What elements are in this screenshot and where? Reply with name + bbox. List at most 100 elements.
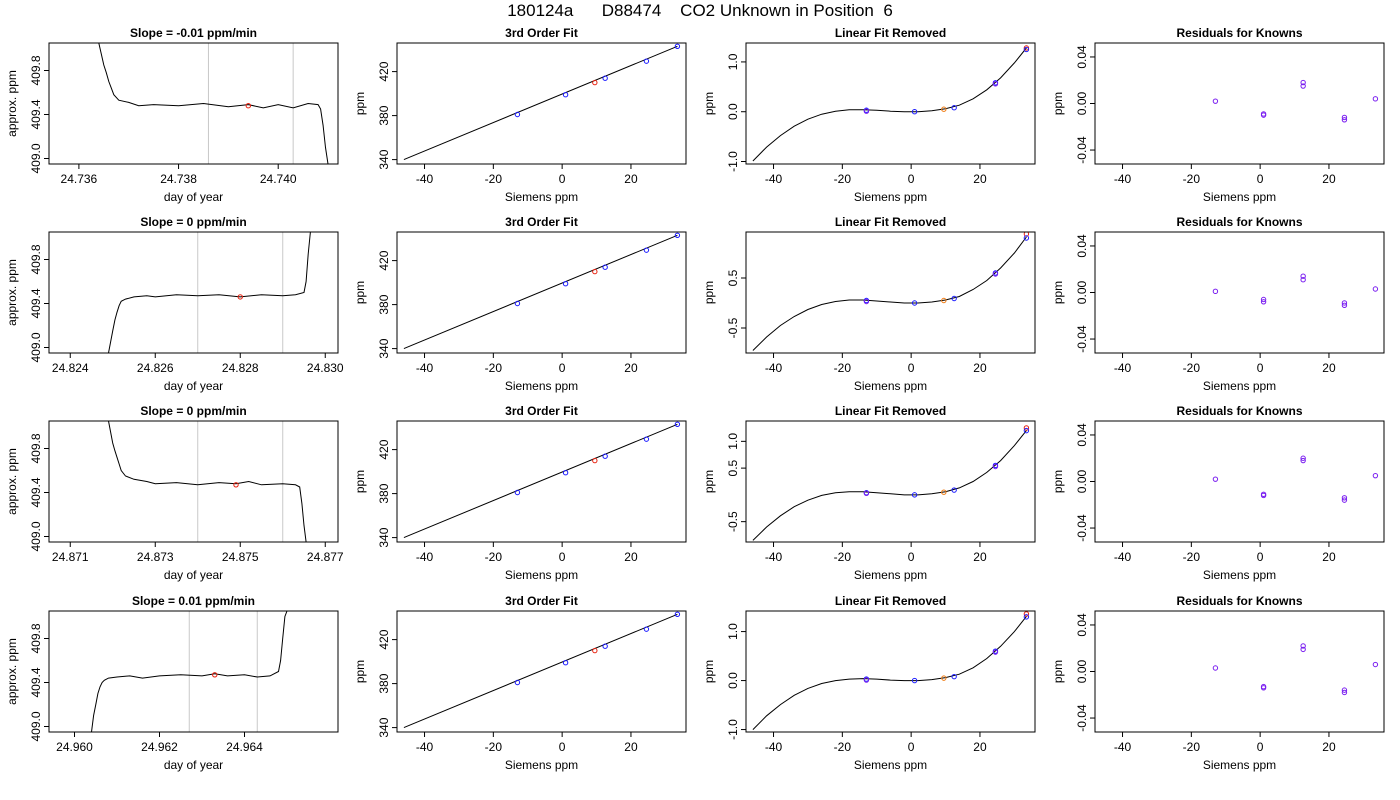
x-tick-label: 24.830 [307, 361, 344, 375]
plot-frame [396, 42, 687, 165]
x-axis-label: day of year [164, 190, 223, 204]
panel-title: 3rd Order Fit [505, 26, 578, 40]
x-axis-label: Siemens ppm [505, 379, 578, 393]
data-point [592, 647, 598, 654]
x-tick-label: 0 [559, 550, 566, 564]
y-tick-label: -0.04 [1075, 325, 1089, 353]
data-point [1341, 300, 1348, 306]
plot-frame [745, 42, 1036, 165]
y-tick-label: 409.8 [29, 244, 43, 274]
data-point [951, 487, 957, 493]
data-point [911, 677, 918, 684]
trace-line [91, 611, 288, 732]
data-point [592, 268, 598, 275]
plot-frame [745, 420, 1036, 543]
chart-panel-r3-c2: 3rd Order Fit -40 -20 0 20 340 380 420 Siemens p… [353, 404, 687, 582]
x-tick-label: -40 [765, 740, 783, 754]
data-point [941, 297, 947, 304]
data-point [1372, 472, 1379, 479]
panel-title: Linear Fit Removed [835, 594, 946, 608]
x-tick-label: -20 [834, 172, 852, 186]
x-tick-label: -40 [1114, 172, 1132, 186]
data-point [1023, 235, 1030, 241]
fit-line [403, 613, 678, 729]
panel-title: Slope = -0.01 ppm/min [130, 26, 257, 40]
x-tick-label: 0 [1257, 550, 1264, 564]
data-point [1300, 273, 1306, 279]
fit-line [403, 45, 678, 161]
y-tick-label: 380 [377, 483, 391, 503]
x-tick-label: 0 [1257, 172, 1264, 186]
data-point [1372, 661, 1379, 668]
panel-title: Residuals for Knowns [1176, 215, 1302, 229]
x-tick-label: 0 [908, 172, 915, 186]
plot-frame [745, 610, 1036, 733]
x-tick-label: 20 [624, 550, 638, 564]
plot-frame [396, 420, 687, 543]
x-tick-label: -20 [485, 740, 503, 754]
y-axis-label: approx. ppm [5, 259, 19, 326]
x-tick-label: -40 [1114, 361, 1132, 375]
y-tick-label: -0.5 [726, 317, 740, 338]
unknown-marker [237, 294, 243, 300]
data-point [1300, 457, 1306, 464]
fit-curve [752, 616, 1027, 730]
y-axis-label: ppm [702, 281, 716, 304]
y-axis-label: ppm [702, 92, 716, 115]
x-axis-label: Siemens ppm [505, 758, 578, 772]
data-point [1023, 614, 1030, 620]
y-axis-label: ppm [1051, 470, 1065, 493]
data-point [1212, 288, 1219, 295]
y-tick-label: 0.00 [1075, 659, 1089, 683]
x-tick-label: -40 [1114, 550, 1132, 564]
y-tick-label: 409.4 [29, 288, 43, 318]
x-tick-label: -20 [485, 361, 503, 375]
x-tick-label: 20 [1322, 550, 1336, 564]
data-point [863, 298, 870, 305]
x-axis-label: day of year [164, 568, 223, 582]
x-tick-label: 20 [624, 361, 638, 375]
data-point [951, 673, 957, 680]
y-tick-label: -0.04 [1075, 136, 1089, 164]
plot-frame [1094, 610, 1385, 733]
plot-area [403, 421, 681, 539]
y-tick-label: 409.8 [29, 55, 43, 85]
data-point [863, 490, 870, 496]
data-point [1260, 685, 1267, 691]
panel-title: Linear Fit Removed [835, 404, 946, 418]
y-tick-label: 409.0 [29, 521, 43, 551]
plot-frame [745, 231, 1036, 354]
y-tick-label: 1.0 [726, 53, 740, 70]
chart-panel-r1-c4: Residuals for Knowns -40 -20 0 20 -0.04 0.00 0.… [1051, 26, 1385, 204]
chart-panel-r1-c1: Slope = -0.01 ppm/min 24.736 24.738 24.740 4… [5, 26, 339, 204]
x-tick-label: 20 [973, 740, 987, 754]
data-point [1300, 277, 1306, 283]
plot-area [1212, 273, 1379, 308]
y-tick-label: 0.04 [1075, 423, 1089, 447]
data-point [1341, 117, 1348, 123]
data-point [951, 295, 957, 302]
y-tick-label: 409.8 [29, 623, 43, 653]
x-tick-label: 0 [1257, 740, 1264, 754]
data-point [562, 470, 569, 476]
data-point [562, 92, 569, 98]
x-tick-label: 24.964 [226, 740, 263, 754]
x-tick-label: 24.736 [61, 172, 98, 186]
x-tick-label: 0 [1257, 361, 1264, 375]
data-point [863, 677, 870, 683]
x-tick-label: 24.962 [141, 740, 178, 754]
y-tick-label: 0.04 [1075, 45, 1089, 69]
plot-area [403, 43, 681, 161]
data-point [992, 81, 999, 87]
x-tick-label: 20 [973, 361, 987, 375]
plot-area [1212, 455, 1379, 503]
y-tick-label: 380 [377, 105, 391, 125]
x-axis-label: Siemens ppm [1203, 568, 1276, 582]
data-point [1300, 646, 1306, 653]
figure-title: 180124a D88474 CO2 Unknown in Position 6 [507, 1, 893, 20]
x-tick-label: -40 [416, 172, 434, 186]
y-tick-label: -0.5 [726, 511, 740, 532]
data-point [514, 679, 521, 686]
data-point [562, 660, 569, 666]
x-tick-label: -20 [1183, 550, 1201, 564]
